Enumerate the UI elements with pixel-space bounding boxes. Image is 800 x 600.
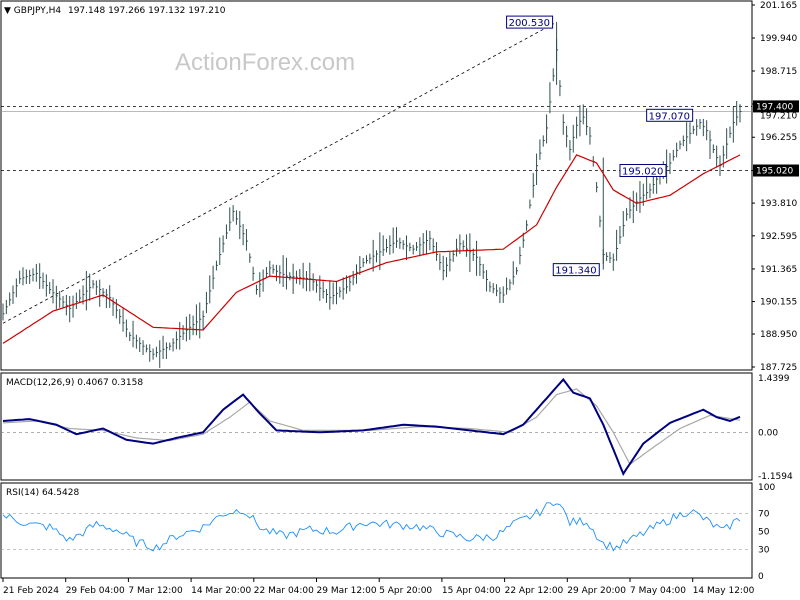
price-ytick-label: 193.810 <box>760 199 797 209</box>
rsi-ytick-label: 30 <box>758 545 770 555</box>
x-tick-label: 15 Apr 04:00 <box>442 586 501 596</box>
x-tick-label: 7 May 04:00 <box>630 586 686 596</box>
x-tick-label: 29 Mar 12:00 <box>317 586 377 596</box>
ohlc-label: 197.148 197.266 197.132 197.210 <box>68 6 226 16</box>
x-tick-label: 7 Mar 12:00 <box>128 586 183 596</box>
current-price-label: 197.210 <box>760 112 797 122</box>
rsi-plot-layer <box>1 502 752 552</box>
annotation-label-0: 200.530 <box>509 18 550 29</box>
price-header-symbol: ▼ GBPJPY,H4 197.148 197.266 197.132 197.… <box>4 6 226 16</box>
annotation-box-1 <box>552 263 600 277</box>
x-tick-label: 5 Apr 20:00 <box>379 586 432 596</box>
moving-average-line <box>2 154 741 344</box>
price-panel-frame <box>0 0 753 371</box>
rsi-header: RSI(14) 64.5428 <box>6 488 79 498</box>
annotation-label-3: 195.020 <box>622 167 663 178</box>
price-ytick-label: 187.725 <box>760 363 797 373</box>
rsi-ytick-label: 100 <box>758 483 775 493</box>
x-tick-label: 14 Mar 20:00 <box>191 586 251 596</box>
price-ytick-label: 199.940 <box>760 34 797 44</box>
level-price-label-1: 195.020 <box>756 167 793 177</box>
price-ytick-label: 201.165 <box>760 1 797 11</box>
level-price-label-0: 197.400 <box>756 102 793 112</box>
annotation-box-0 <box>506 15 554 29</box>
rsi-ytick-label: 70 <box>758 510 770 520</box>
price-ytick-label: 192.595 <box>760 232 797 242</box>
annotation-label-1: 191.340 <box>555 266 596 277</box>
macd-signal-line <box>2 388 741 466</box>
macd-ytick-label: 1.4399 <box>758 374 790 384</box>
macd-ytick-label: 0.00 <box>758 428 778 438</box>
x-tick-label: 22 Apr 12:00 <box>505 586 564 596</box>
annotation-box-3 <box>619 164 667 178</box>
x-tick-label: 14 May 12:00 <box>693 586 755 596</box>
price-ytick-label: 188.950 <box>760 330 797 340</box>
rsi-ytick-label: 50 <box>758 528 770 538</box>
macd-ytick-label: -1.1594 <box>758 472 793 482</box>
macd-line <box>2 377 741 476</box>
rsi-line <box>2 502 741 552</box>
rsi-panel-frame <box>0 482 753 579</box>
price-ytick-label: 198.715 <box>760 67 797 77</box>
x-tick-label: 29 Apr 20:00 <box>567 586 626 596</box>
watermark: ActionForex.com <box>175 49 355 76</box>
price-ytick-label: 190.155 <box>760 298 797 308</box>
annotation-label-2: 197.070 <box>649 111 690 122</box>
level-price-box-1 <box>753 164 799 177</box>
macd-header: MACD(12,26,9) 0.4067 0.3158 <box>6 378 143 388</box>
symbol-label: GBPJPY,H4 <box>14 6 62 16</box>
macd-plot-layer <box>1 377 752 476</box>
level-price-box-0 <box>753 100 799 113</box>
macd-panel-frame <box>0 372 753 481</box>
price-plot-layer: 200.530 191.340 197.070 195.020 <box>1 15 752 368</box>
x-tick-label: 21 Feb 2024 <box>3 586 59 596</box>
price-ytick-label: 196.255 <box>760 133 797 143</box>
rsi-ytick-label: 0 <box>758 572 764 582</box>
annotation-box-2 <box>646 108 694 122</box>
x-tick-label: 22 Mar 04:00 <box>254 586 314 596</box>
x-tick-label: 29 Feb 04:00 <box>66 586 125 596</box>
price-ytick-label: 191.365 <box>760 265 797 275</box>
price-header-triangle: ▼ <box>4 6 11 16</box>
